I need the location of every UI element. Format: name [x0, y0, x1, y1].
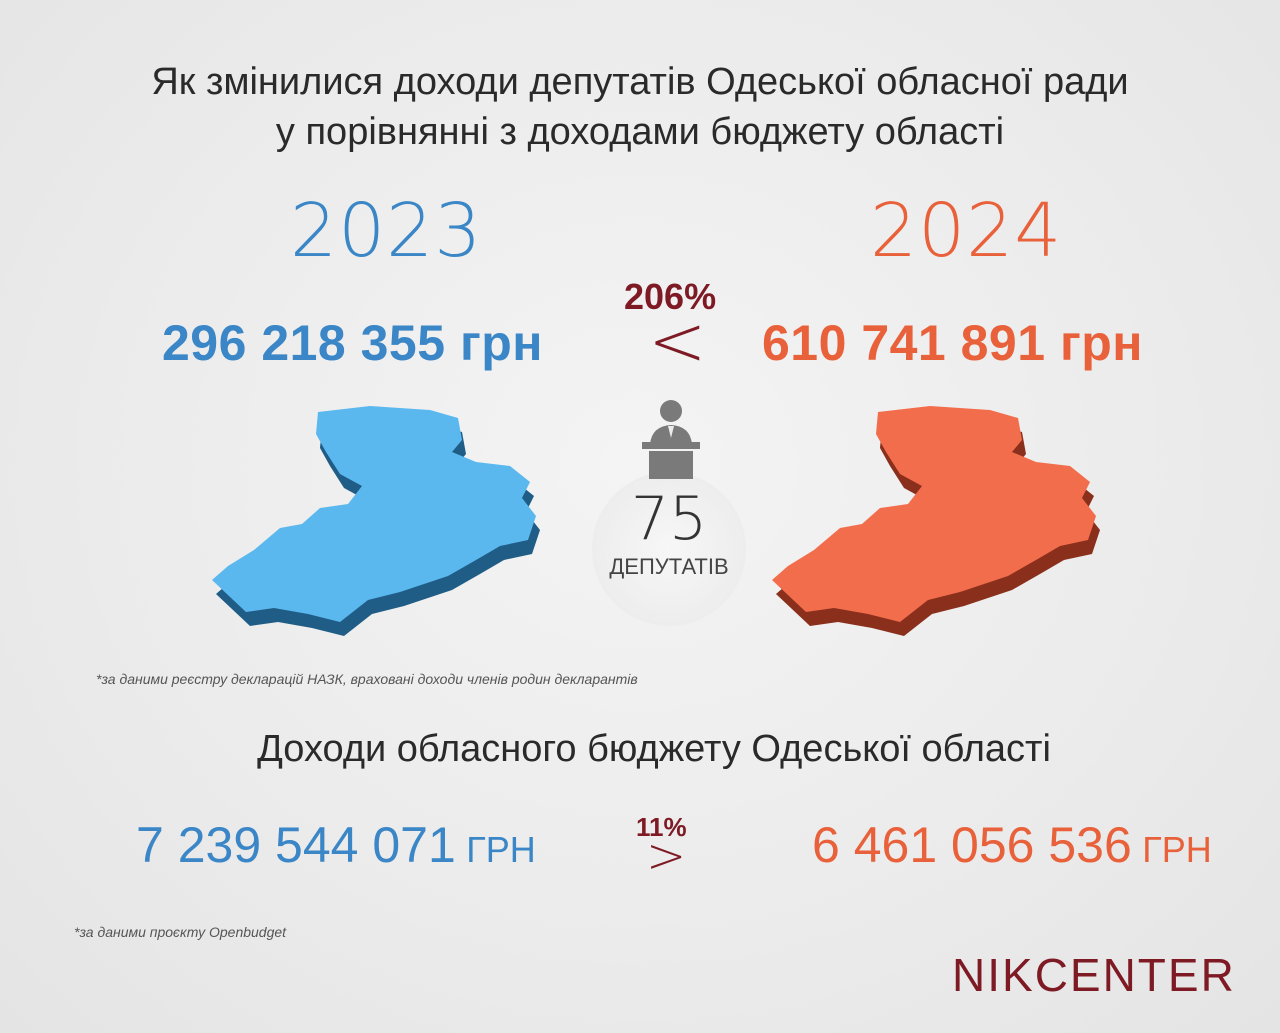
odesa-region-map-2024 [772, 406, 1100, 636]
nazk-source-note: *за даними реєстру декларацій НАЗК, врах… [96, 671, 638, 687]
odesa-region-map-2023 [212, 406, 540, 636]
less-than-sign: < [648, 300, 707, 382]
deputies-count: 75 [630, 484, 708, 554]
deputies-count-label: ДЕПУТАТІВ [609, 554, 729, 579]
nikcenter-logo: NIKCENTER [952, 948, 1236, 1002]
deputies-income-2024: 610 741 891 грн [762, 315, 1144, 371]
openbudget-source-note: *за даними проєкту Openbudget [74, 924, 287, 940]
logo-right: CENTER [1034, 949, 1236, 1001]
budget-2023-amount: 7 239 544 071 [136, 817, 456, 873]
budget-2024: 6 461 056 536 ГРН [812, 816, 1212, 874]
deputies-percent: 206% [624, 276, 717, 317]
budget-2024-unit: ГРН [1142, 829, 1212, 870]
greater-than-sign: > [646, 828, 687, 884]
budget-2023-unit: ГРН [466, 829, 536, 870]
budget-2024-amount: 6 461 056 536 [812, 817, 1132, 873]
year-right: 2024 [870, 188, 1063, 274]
logo-left: NIK [952, 949, 1035, 1001]
deputies-income-2023: 296 218 355 грн [162, 315, 544, 371]
budget-percent: 11% [636, 812, 687, 842]
year-left: 2023 [290, 188, 483, 274]
budget-heading: Доходи обласного бюджету Одеської област… [257, 728, 1051, 770]
page-title-line1: Як змінилися доходи депутатів Одеської о… [151, 61, 1129, 103]
page-title-line2: у порівнянні з доходами бюджету області [275, 111, 1005, 153]
budget-2023: 7 239 544 071 ГРН [136, 816, 536, 874]
speaker-podium-icon [642, 400, 700, 479]
deputies-circle [592, 472, 746, 626]
